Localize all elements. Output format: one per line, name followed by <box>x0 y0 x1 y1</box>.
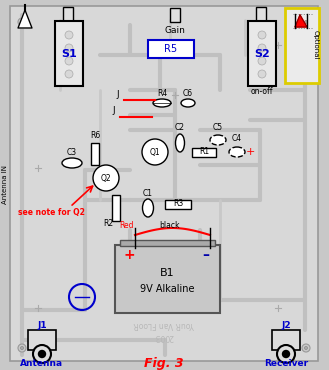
Text: Antenna: Antenna <box>20 360 63 369</box>
Bar <box>272 330 300 350</box>
Circle shape <box>65 70 73 78</box>
Text: R6: R6 <box>90 131 100 140</box>
Circle shape <box>18 344 26 352</box>
Circle shape <box>258 31 266 39</box>
Text: +: + <box>245 147 255 157</box>
Ellipse shape <box>229 147 245 157</box>
Bar <box>248 21 276 86</box>
Text: Optional: Optional <box>313 30 319 60</box>
Bar <box>55 21 83 86</box>
Text: –: – <box>203 248 210 262</box>
Circle shape <box>65 44 73 52</box>
Circle shape <box>302 18 310 26</box>
Ellipse shape <box>62 158 82 168</box>
Bar <box>165 200 191 209</box>
Ellipse shape <box>181 99 195 107</box>
Bar <box>91 143 99 165</box>
Bar <box>256 7 266 21</box>
Text: +: + <box>123 248 135 262</box>
Text: 2003: 2003 <box>154 332 174 340</box>
Bar <box>115 245 220 313</box>
Text: J1: J1 <box>37 321 47 330</box>
Ellipse shape <box>210 135 226 145</box>
Text: J2: J2 <box>281 321 291 330</box>
Text: Q1: Q1 <box>150 148 160 157</box>
Text: J: J <box>113 106 115 115</box>
Bar <box>120 240 215 246</box>
Circle shape <box>18 18 26 26</box>
Ellipse shape <box>153 99 171 107</box>
Ellipse shape <box>142 199 154 217</box>
Circle shape <box>258 70 266 78</box>
Text: R5: R5 <box>164 44 178 54</box>
Text: 9V Alkaline: 9V Alkaline <box>140 284 195 294</box>
Text: Q2: Q2 <box>101 174 111 182</box>
Text: Receiver: Receiver <box>264 360 308 369</box>
Circle shape <box>38 350 45 357</box>
Bar <box>192 148 216 157</box>
Text: YouR Van FLooR: YouR Van FLooR <box>134 320 194 330</box>
Text: Gain: Gain <box>164 26 186 35</box>
Circle shape <box>302 344 310 352</box>
Circle shape <box>305 20 308 24</box>
Circle shape <box>258 57 266 65</box>
Bar <box>63 7 73 21</box>
Polygon shape <box>295 15 307 27</box>
Circle shape <box>65 31 73 39</box>
Text: S1: S1 <box>61 49 77 59</box>
Circle shape <box>93 165 119 191</box>
Text: J: J <box>117 90 119 99</box>
Polygon shape <box>18 10 32 28</box>
Text: C3: C3 <box>67 148 77 157</box>
Text: C2: C2 <box>175 123 185 132</box>
Circle shape <box>20 346 23 350</box>
Text: C1: C1 <box>143 189 153 198</box>
Text: S2: S2 <box>254 49 270 59</box>
Text: Antenna IN: Antenna IN <box>2 165 8 205</box>
Text: R2: R2 <box>103 219 113 228</box>
Text: R4: R4 <box>157 89 167 98</box>
Text: R1: R1 <box>199 148 209 157</box>
Text: C5: C5 <box>213 123 223 132</box>
Bar <box>28 330 56 350</box>
Text: C6: C6 <box>183 89 193 98</box>
Circle shape <box>65 57 73 65</box>
Bar <box>285 8 319 83</box>
Text: Fig. 3: Fig. 3 <box>144 357 184 370</box>
Text: B1: B1 <box>160 268 175 278</box>
Ellipse shape <box>175 134 185 152</box>
Circle shape <box>20 20 23 24</box>
Text: C4: C4 <box>232 134 242 143</box>
Circle shape <box>277 345 295 363</box>
Bar <box>112 195 120 221</box>
Text: R3: R3 <box>173 199 183 209</box>
Circle shape <box>142 139 168 165</box>
Text: see note for Q2: see note for Q2 <box>18 209 85 218</box>
Circle shape <box>33 345 51 363</box>
Bar <box>170 8 180 22</box>
Circle shape <box>305 346 308 350</box>
Text: on-off: on-off <box>251 87 273 97</box>
Circle shape <box>283 350 290 357</box>
Text: black: black <box>160 221 180 230</box>
Circle shape <box>258 44 266 52</box>
Text: Red: Red <box>120 221 134 230</box>
Bar <box>148 40 194 58</box>
